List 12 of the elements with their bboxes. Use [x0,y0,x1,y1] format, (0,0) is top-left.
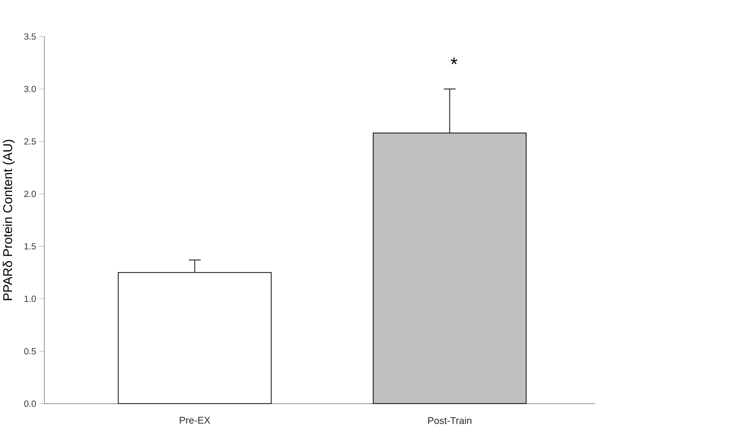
x-tick-label: Pre-EX [180,416,210,424]
y-tick-label: 1.0 [24,295,36,302]
y-tick-label: 0.5 [24,348,36,354]
y-tick-label: 0.0 [24,400,36,407]
annotation: * [450,57,458,64]
y-axis-title: PPARδ Protein Content (AU) [2,140,15,300]
y-tick-label: 2.0 [24,190,36,197]
y-tick-label: 3.0 [24,86,36,92]
y-tick-label: 2.5 [24,138,36,144]
y-tick-label: 3.5 [24,33,36,40]
y-tick-label: 1.5 [24,243,36,250]
x-tick-label: Post-Train [428,416,472,424]
